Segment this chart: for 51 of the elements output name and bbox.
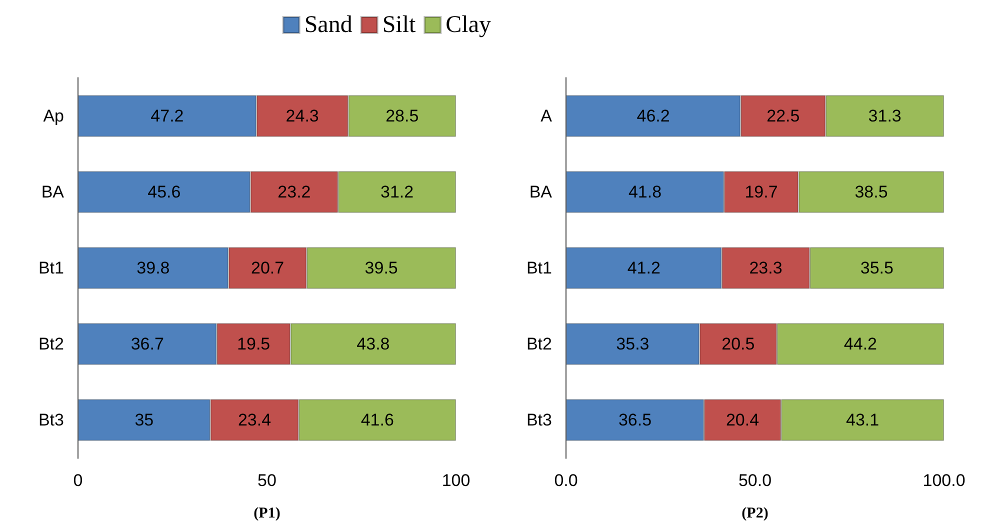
x-tick-label: 100.0 bbox=[922, 471, 966, 490]
data-label: 46.2 bbox=[636, 106, 670, 126]
data-label: 23.2 bbox=[278, 182, 311, 202]
data-label: 20.5 bbox=[722, 334, 755, 354]
y-tick-label: Ap bbox=[43, 106, 64, 126]
data-label: 35.5 bbox=[860, 258, 894, 278]
data-label: 41.2 bbox=[627, 258, 660, 278]
data-label: 31.2 bbox=[380, 182, 414, 202]
y-tick-label: Bt2 bbox=[526, 334, 552, 354]
data-label: 47.2 bbox=[150, 106, 184, 126]
y-tick-label: BA bbox=[529, 182, 553, 202]
legend-label: Silt bbox=[382, 12, 416, 38]
data-label: 45.6 bbox=[148, 182, 181, 202]
data-label: 41.6 bbox=[360, 410, 394, 430]
data-label: 20.7 bbox=[251, 258, 284, 278]
data-label: 22.5 bbox=[766, 106, 800, 126]
data-label: 36.7 bbox=[130, 334, 164, 354]
data-label: 35 bbox=[134, 410, 154, 430]
y-tick-label: Bt1 bbox=[526, 258, 552, 278]
data-label: 39.5 bbox=[364, 258, 398, 278]
data-label: 23.3 bbox=[749, 258, 782, 278]
data-label: 24.3 bbox=[286, 106, 319, 126]
x-axis-title: (P1) bbox=[254, 506, 280, 522]
x-tick-label: 50 bbox=[258, 471, 276, 490]
y-tick-label: Bt3 bbox=[526, 410, 552, 430]
data-label: 36.5 bbox=[618, 410, 652, 430]
y-tick-label: Bt3 bbox=[38, 410, 64, 430]
data-label: 43.8 bbox=[356, 334, 390, 354]
data-label: 31.3 bbox=[868, 106, 902, 126]
legend-label: Sand bbox=[304, 12, 352, 38]
data-label: 20.4 bbox=[726, 410, 760, 430]
data-label: 38.5 bbox=[854, 182, 888, 202]
data-label: 39.8 bbox=[136, 258, 170, 278]
data-label: 23.4 bbox=[238, 410, 272, 430]
data-label: 19.5 bbox=[237, 334, 270, 354]
x-tick-label: 50.0 bbox=[738, 471, 772, 490]
data-label: 44.2 bbox=[844, 334, 878, 354]
legend-label: Clay bbox=[446, 12, 491, 38]
data-label: 43.1 bbox=[846, 410, 880, 430]
data-label: 19.7 bbox=[744, 182, 778, 202]
x-tick-label: 100 bbox=[442, 471, 470, 490]
x-tick-label: 0.0 bbox=[554, 471, 578, 490]
x-axis-title: (P2) bbox=[742, 506, 768, 522]
y-tick-label: Bt2 bbox=[38, 334, 64, 354]
y-tick-label: Bt1 bbox=[38, 258, 64, 278]
y-tick-label: A bbox=[540, 106, 553, 126]
data-label: 28.5 bbox=[386, 106, 419, 126]
x-tick-label: 0 bbox=[73, 471, 83, 490]
data-label: 41.8 bbox=[628, 182, 662, 202]
data-label: 35.3 bbox=[616, 334, 650, 354]
y-tick-label: BA bbox=[41, 182, 65, 202]
